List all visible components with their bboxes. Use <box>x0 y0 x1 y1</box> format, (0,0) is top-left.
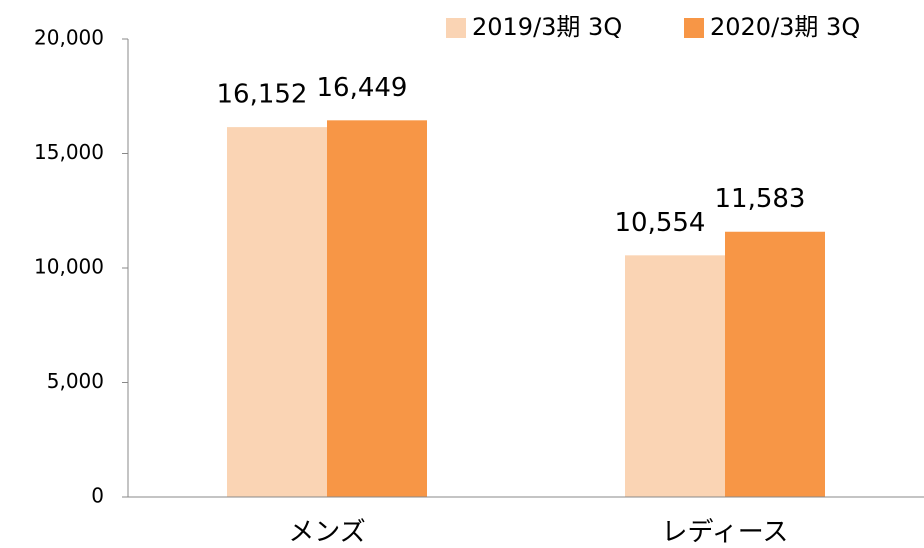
value-label: 10,554 <box>615 208 706 238</box>
value-label: 16,449 <box>317 73 408 103</box>
value-label: 16,152 <box>217 80 308 110</box>
legend-swatch <box>446 18 466 38</box>
bar <box>625 255 725 497</box>
x-tick-label: レディース <box>662 518 789 548</box>
bar <box>725 231 825 497</box>
bar <box>327 120 427 497</box>
legend-swatch <box>684 18 704 38</box>
y-tick-label: 0 <box>91 484 104 508</box>
value-label: 11,583 <box>715 184 806 214</box>
y-tick-label: 15,000 <box>34 140 104 164</box>
legend-label: 2019/3期 3Q <box>472 13 622 41</box>
legend-label: 2020/3期 3Q <box>710 13 860 41</box>
x-tick-label: メンズ <box>288 518 365 548</box>
y-tick-label: 10,000 <box>34 255 104 279</box>
y-tick-label: 5,000 <box>47 369 104 393</box>
y-tick-label: 20,000 <box>34 26 104 50</box>
bar <box>227 127 327 497</box>
